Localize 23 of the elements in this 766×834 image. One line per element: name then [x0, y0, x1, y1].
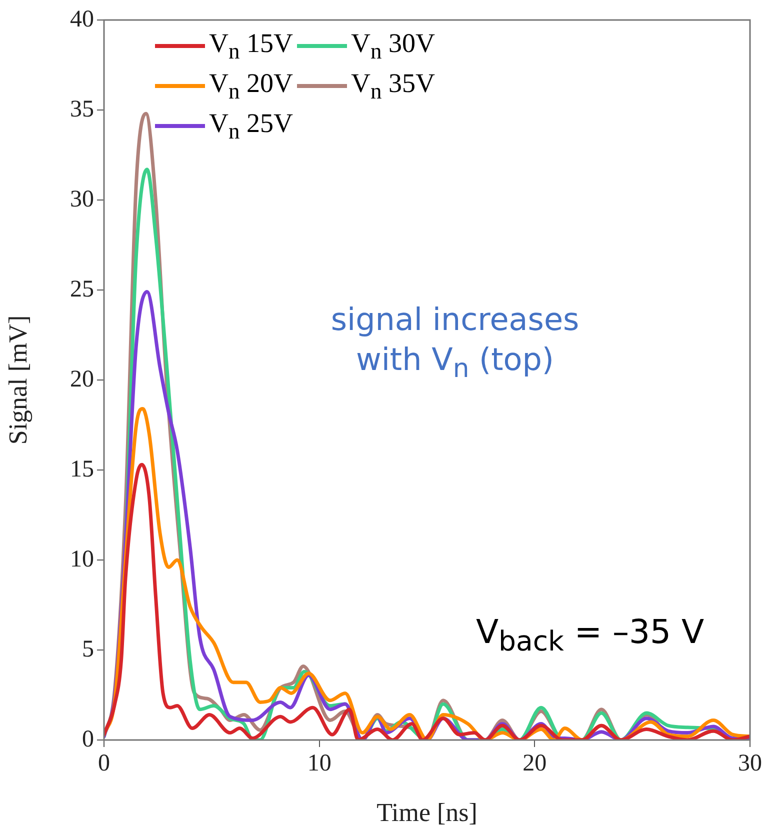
annotation: signal increases with V$_{n}$ (top)	[330, 301, 580, 386]
y-tick-label: 35	[70, 96, 94, 122]
x-tick-label: 30	[738, 750, 762, 777]
y-tick-label: 10	[70, 546, 94, 572]
line-series	[104, 462, 750, 740]
x-tick-label: 0	[98, 750, 110, 777]
legend-label: V$_{n}$ 30V	[351, 28, 435, 64]
y-tick-label: 5	[82, 636, 94, 662]
legend-label: V$_{n}$ 15V	[209, 28, 293, 64]
legend-label: V$_{n}$ 35V	[351, 68, 435, 104]
x-axis-title: Time [ns]	[376, 798, 478, 828]
y-tick-label: 15	[70, 456, 94, 482]
y-axis-title: Signal [mV]	[3, 315, 32, 445]
y-tick-label: 0	[82, 726, 94, 752]
y-tick-label: 20	[70, 366, 94, 392]
legend-label: V$_{n}$ 20V	[209, 68, 293, 104]
x-tick-label: 20	[522, 750, 547, 777]
y-tick-label: 25	[70, 276, 94, 302]
x-tick-label: 10	[307, 750, 332, 777]
legend-label: V$_{n}$ 25V	[209, 108, 293, 144]
y-tick-label: 40	[70, 6, 94, 32]
y-tick-label: 30	[70, 186, 94, 212]
annotation: V$_{back}$ = –35 V	[476, 612, 704, 658]
